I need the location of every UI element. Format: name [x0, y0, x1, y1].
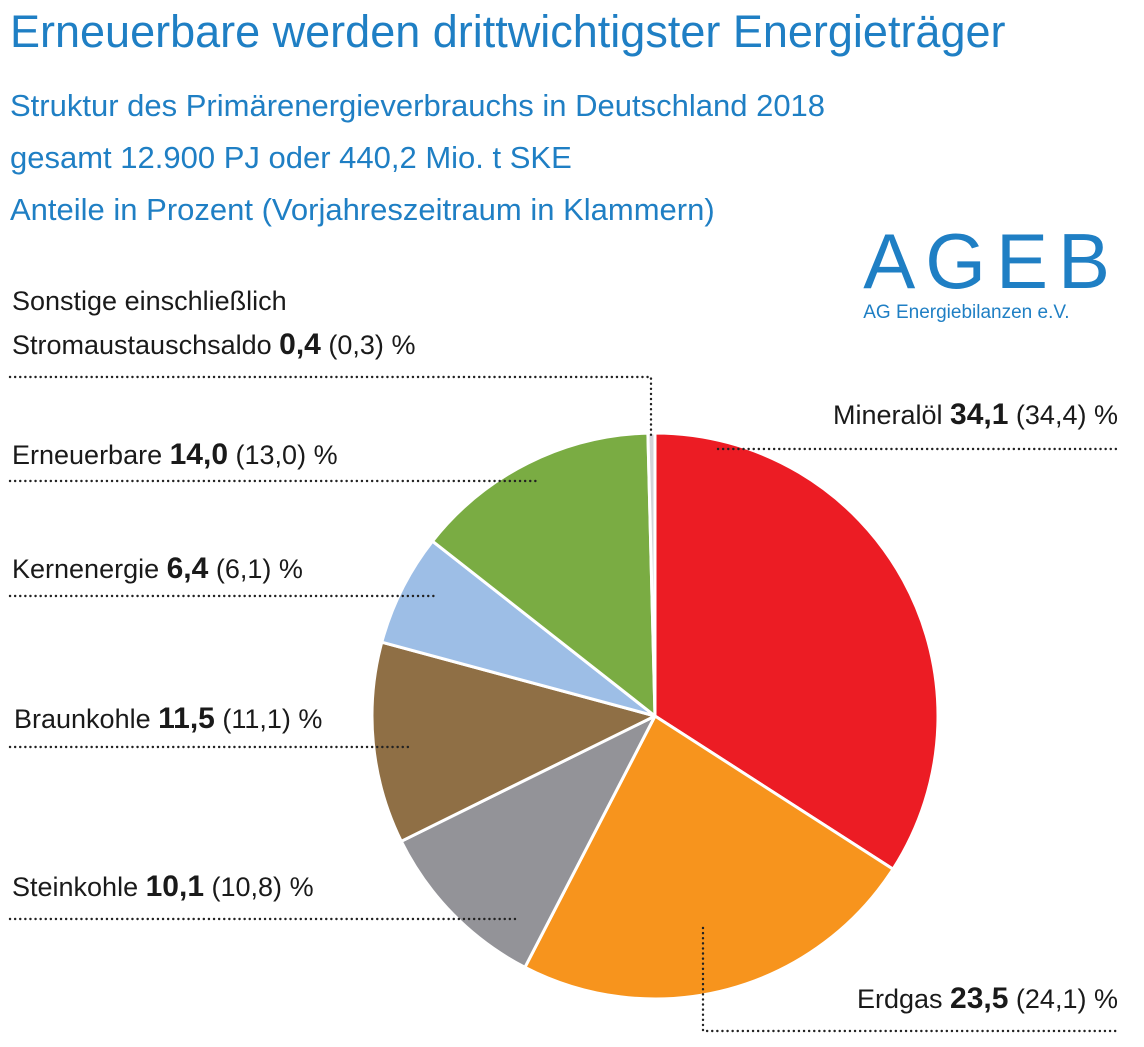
pie-slice-sonstige	[646, 431, 657, 718]
slice-previous: (24,1)	[1015, 984, 1087, 1014]
chart-subtitle-total: gesamt 12.900 PJ oder 440,2 Mio. t SKE	[10, 140, 572, 175]
label-steinkohle: Steinkohle 10,1 (10,8) %	[12, 870, 314, 904]
slice-unit: %	[391, 330, 416, 360]
chart-title: Erneuerbare werden drittwichtigster Ener…	[10, 6, 1006, 57]
pie-slice-kernenergie	[380, 539, 657, 718]
slice-name: Erdgas	[856, 984, 943, 1014]
slice-unit: %	[313, 440, 338, 470]
label-mineraloel: Mineralöl 34,1 (34,4) %	[833, 398, 1118, 432]
slice-unit: %	[289, 872, 314, 902]
logo-wordmark: AGEB	[863, 217, 1120, 305]
slice-value: 14,0	[169, 438, 229, 471]
slice-value: 0,4	[279, 328, 321, 361]
pie-slice-erdgas	[523, 714, 895, 1001]
slice-value: 6,4	[166, 552, 209, 585]
ageb-logo: AGEB AG Energiebilanzen e.V.	[863, 222, 1120, 324]
slice-name: Steinkohle	[12, 872, 139, 902]
label-erneuerbare: Erneuerbare 14,0 (13,0) %	[12, 438, 338, 472]
slice-value: 34,1	[950, 398, 1009, 431]
leader-erdgas	[701, 926, 1120, 1033]
pie-slice-steinkohle	[399, 714, 657, 969]
slice-unit: %	[1093, 984, 1118, 1014]
slice-unit: %	[298, 704, 323, 734]
slice-name: Mineralöl	[832, 400, 943, 430]
label-erdgas: Erdgas 23,5 (24,1) %	[857, 982, 1118, 1016]
slice-name: Braunkohle	[14, 704, 151, 734]
slice-name: Erneuerbare	[12, 440, 163, 470]
slice-unit: %	[1093, 400, 1118, 430]
chart-subtitle-units: Anteile in Prozent (Vorjahreszeitraum in…	[10, 192, 715, 227]
pie-slice-braunkohle	[370, 640, 657, 843]
slice-previous: (13,0)	[235, 440, 307, 470]
slice-previous: (10,8)	[211, 872, 283, 902]
slice-name: Kernenergie	[12, 554, 160, 584]
pie-slice-erneuerbare	[430, 431, 657, 718]
slice-previous: (11,1)	[222, 704, 291, 734]
slice-name: Stromaustauschsaldo	[12, 330, 272, 360]
slice-value: 23,5	[950, 982, 1009, 1015]
slice-previous: (6,1)	[215, 554, 272, 584]
slice-value: 11,5	[158, 702, 215, 735]
leader-sonstige	[8, 375, 653, 440]
slice-previous: (34,4)	[1015, 400, 1087, 430]
slice-name: Sonstige einschließlich	[12, 286, 287, 316]
slice-unit: %	[278, 554, 303, 584]
label-sonstige-line2: Stromaustauschsaldo 0,4 (0,3) %	[12, 328, 415, 362]
chart-subtitle-structure: Struktur des Primärenergieverbrauchs in …	[10, 88, 826, 123]
label-braunkohle: Braunkohle 11,5 (11,1) %	[14, 702, 322, 736]
slice-value: 10,1	[145, 870, 204, 903]
label-sonstige-line1: Sonstige einschließlich	[12, 286, 287, 317]
label-kernenergie: Kernenergie 6,4 (6,1) %	[12, 552, 303, 586]
slice-previous: (0,3)	[328, 330, 384, 360]
logo-subline: AG Energiebilanzen e.V.	[863, 302, 1070, 323]
